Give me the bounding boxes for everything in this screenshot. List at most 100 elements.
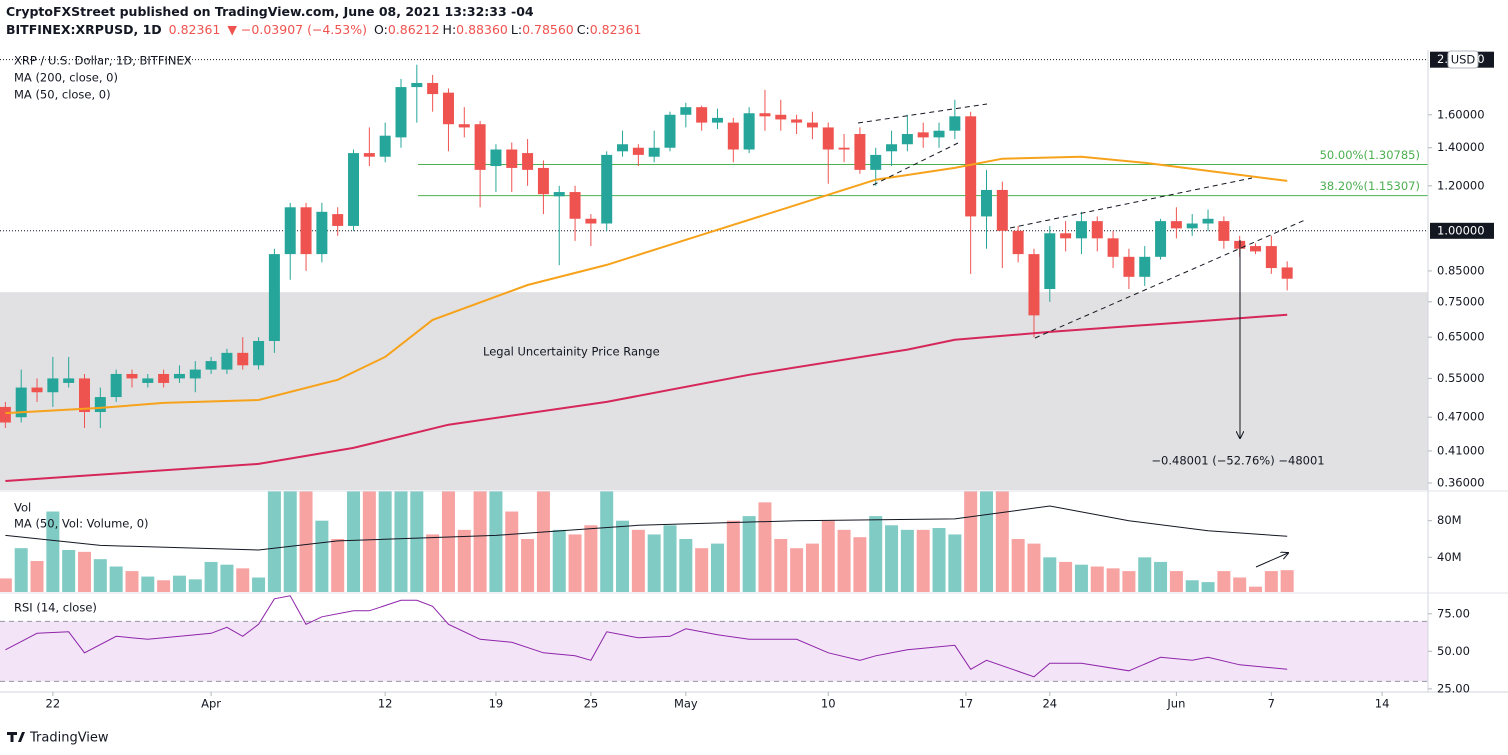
currency-box: [1447, 50, 1479, 69]
x-tick-label: 14: [1375, 697, 1390, 711]
footer-logo: TradingView: [7, 731, 109, 746]
rsi-pane: [0, 595, 1428, 682]
volume-bar: [710, 543, 724, 592]
volume-bar: [647, 534, 661, 592]
candle-body: [1091, 221, 1103, 239]
candle-body: [711, 117, 723, 123]
fib-label: 50.00%(1.30785): [1320, 148, 1420, 162]
volume-bar: [568, 534, 582, 592]
volume-bar: [837, 529, 851, 592]
candle-body: [1155, 221, 1167, 257]
rsi-line: [5, 595, 1288, 678]
volume-bar: [1090, 566, 1104, 592]
publisher: CryptoFXStreet published on TradingView.…: [6, 4, 534, 19]
volume-bar: [347, 491, 361, 592]
volume-bar: [1201, 582, 1215, 592]
candle-body: [395, 87, 407, 138]
level-label: 1.00000: [1437, 223, 1485, 237]
volume-bar: [252, 577, 266, 592]
ma-line: [5, 155, 1288, 415]
candle-body: [1028, 254, 1040, 316]
candle-body: [537, 167, 549, 195]
candle-body: [1265, 246, 1277, 269]
x-tick-label: 7: [1268, 697, 1275, 711]
candle-body: [1139, 256, 1151, 277]
legend-entry: MA (50, close, 0): [14, 88, 111, 102]
volume-bar: [141, 576, 155, 592]
candle-body: [126, 373, 138, 379]
volume-bar: [631, 529, 645, 592]
candle-body: [1202, 218, 1214, 224]
trendlines: [857, 103, 1306, 339]
candle-body: [284, 207, 296, 255]
volume-bar: [790, 548, 804, 592]
candle-body: [158, 373, 170, 383]
volume-bar: [726, 520, 740, 592]
candle-body: [1123, 256, 1135, 277]
ohlc-label: H:: [442, 22, 457, 37]
candle-body: [696, 107, 708, 123]
x-tick-label: 19: [489, 697, 504, 711]
volume-bar: [695, 548, 709, 592]
candle-body: [949, 116, 961, 131]
candle-body: [0, 406, 11, 423]
candle-body: [1060, 233, 1072, 239]
volume-bar: [1138, 557, 1152, 592]
volume-bar: [331, 539, 345, 592]
candle-body: [173, 373, 185, 379]
volume-bar: [1185, 580, 1199, 592]
zone: [0, 292, 1428, 490]
volume-bar: [663, 525, 677, 592]
y-tick-label: 40M: [1437, 550, 1462, 564]
y-tick-label: 0.65000: [1437, 330, 1485, 344]
y-tick-label: 75.00: [1437, 606, 1470, 620]
volume-bar: [552, 529, 566, 592]
volume-bar: [14, 548, 28, 592]
volume-bar: [172, 575, 186, 592]
volume-bar: [157, 580, 171, 592]
candle-body: [1044, 233, 1056, 290]
candle-body: [363, 153, 375, 157]
volume-bar: [93, 559, 107, 592]
y-tick-label: 1.20000: [1437, 178, 1485, 192]
candle-body: [727, 122, 739, 150]
candle-body: [901, 134, 913, 145]
candle-body: [94, 397, 106, 413]
candle-body: [237, 352, 249, 366]
volume-bar: [426, 534, 440, 592]
volume-bar: [774, 539, 788, 592]
volume-bar: [1011, 539, 1025, 592]
candle-body: [980, 189, 992, 217]
axes: 1.000002.000001.600001.400001.200000.850…: [46, 51, 1494, 711]
y-tick-label: 50.00: [1437, 644, 1470, 658]
ma-line: [5, 313, 1288, 482]
volume-bar: [679, 539, 693, 592]
candle-body: [332, 214, 344, 226]
ohlc-value: 0.88360: [456, 22, 508, 37]
volume-bar: [505, 511, 519, 592]
candle-body: [806, 122, 818, 128]
candle-body: [110, 373, 122, 398]
volume-arrow: [1255, 553, 1288, 568]
candle-body: [316, 211, 328, 255]
candle-body: [743, 113, 755, 150]
volume-bar: [220, 564, 234, 592]
candle-body: [221, 352, 233, 370]
volume-bar: [62, 550, 76, 592]
volume-bar: [1217, 571, 1231, 592]
candle-body: [996, 189, 1008, 231]
volume-ma: [5, 505, 1288, 551]
x-tick-label: 17: [959, 697, 974, 711]
volume-bar: [0, 578, 12, 592]
volume-bar: [473, 491, 487, 592]
x-tick-label: Apr: [201, 697, 221, 711]
volume-bar: [521, 539, 535, 592]
zone-label: Legal Uncertainity Price Range: [483, 345, 660, 359]
volume-bar: [1169, 571, 1183, 592]
candle-body: [522, 153, 534, 170]
candle-body: [427, 82, 439, 95]
candle-body: [1281, 267, 1293, 279]
x-tick-label: May: [674, 697, 698, 711]
volume-bar: [742, 516, 756, 592]
